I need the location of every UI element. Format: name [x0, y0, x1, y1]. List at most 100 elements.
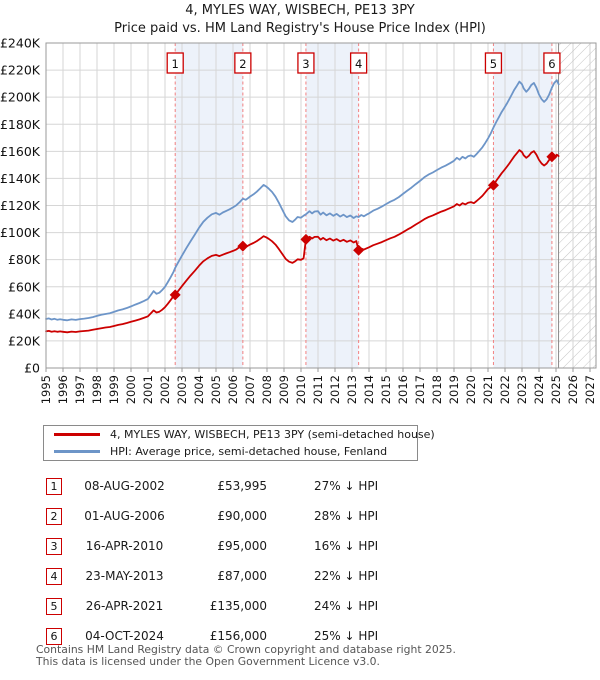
sale-marker-diamond [169, 289, 181, 301]
sale-marker-diamond [487, 179, 499, 191]
x-tick-label: 2006 [226, 375, 240, 404]
sale-event-flag [349, 52, 368, 74]
price-paid-line-swatch [54, 433, 100, 437]
y-tick-label: £180K [0, 117, 41, 132]
y-tick-label: £200K [0, 90, 41, 105]
sale-event-flag-number: 4 [355, 57, 362, 71]
y-tick-label: £40K [8, 306, 41, 321]
y-tick-label: £0 [24, 361, 40, 376]
sale-hpi-delta: 27% ↓ HPI [314, 479, 379, 493]
x-tick-label: 2026 [566, 375, 580, 404]
sale-price: £156,000 [209, 629, 267, 643]
sale-row: 3 16-APR-2010 £95,000 16% ↓ HPI [0, 531, 600, 561]
footer-line-1: Contains HM Land Registry data © Crown c… [36, 643, 456, 656]
plot-border [45, 42, 597, 369]
sale-date: 04-OCT-2024 [85, 629, 164, 643]
y-tick-label: £160K [0, 144, 41, 159]
sale-number-badge: 4 [46, 567, 62, 585]
y-tick-label: £240K [0, 36, 41, 51]
x-tick-label: 2010 [294, 375, 308, 404]
sale-event-flag [234, 52, 252, 74]
x-tick-label: 2023 [515, 375, 529, 404]
sale-hpi-delta: 24% ↓ HPI [314, 599, 379, 613]
x-tick-label: 1999 [107, 375, 121, 404]
sale-date: 01-AUG-2006 [84, 509, 165, 523]
x-tick-label: 2001 [141, 375, 155, 404]
sale-hpi-delta: 25% ↓ HPI [314, 629, 379, 643]
footer-line-2: This data is licensed under the Open Gov… [36, 654, 380, 668]
sale-date: 26-APR-2021 [85, 599, 164, 613]
x-tick-label: 2018 [430, 375, 444, 404]
legend-item-hpi: HPI: Average price, semi-detached house,… [50, 445, 411, 459]
x-tick-label: 2008 [260, 375, 274, 404]
sale-event-flag [297, 52, 315, 74]
sale-number-badge: 3 [46, 537, 62, 555]
x-tick-label: 2007 [243, 375, 257, 404]
sale-event-flag-number: 5 [490, 57, 497, 71]
sale-event-flag [484, 52, 503, 74]
sale-event-flag-number: 1 [172, 57, 179, 71]
x-tick-label: 2002 [158, 375, 172, 404]
x-tick-label: 2000 [124, 375, 138, 404]
sale-price: £53,995 [217, 479, 267, 493]
y-tick-label: £140K [0, 171, 41, 186]
x-tick-label: 2024 [532, 375, 546, 404]
y-tick-label: £80K [8, 252, 41, 267]
y-tick-label: £220K [0, 63, 41, 78]
sale-date: 16-APR-2010 [85, 539, 164, 553]
page-title: 4, MYLES WAY, WISBECH, PE13 3PY [185, 3, 415, 18]
legend-label-price-paid: 4, MYLES WAY, WISBECH, PE13 3PY (semi-de… [110, 428, 435, 442]
legend-item-price-paid: 4, MYLES WAY, WISBECH, PE13 3PY (semi-de… [50, 428, 435, 442]
x-tick-label: 2014 [362, 375, 376, 404]
sale-price: £95,000 [217, 539, 267, 553]
x-tick-label: 2009 [277, 375, 291, 404]
license-footer: Contains HM Land Registry data © Crown c… [36, 644, 456, 667]
x-tick-label: 2025 [549, 375, 563, 404]
x-tick-label: 2027 [583, 375, 597, 404]
x-tick-label: 1998 [90, 375, 104, 404]
x-tick-label: 2017 [413, 375, 427, 404]
sale-event-flag-number: 6 [548, 57, 555, 71]
price-history-chart: 1995 1996 1997 1998 1999 2000 2001 2002 2003 2004… [0, 36, 597, 405]
sale-row: 5 26-APR-2021 £135,000 24% ↓ HPI [0, 591, 600, 621]
sale-marker-diamond [300, 233, 312, 245]
page-subtitle: Price paid vs. HM Land Registry's House … [114, 21, 486, 36]
sale-number-badge: 6 [46, 627, 62, 645]
x-tick-label: 2021 [481, 375, 495, 404]
sale-number-badge: 2 [46, 507, 62, 525]
y-tick-label: £120K [0, 198, 41, 213]
y-tick-label: £100K [0, 225, 41, 240]
sale-hpi-delta: 28% ↓ HPI [314, 509, 379, 523]
y-tick-label: £20K [8, 333, 41, 348]
hpi-line-swatch [54, 449, 100, 453]
x-tick-label: 1996 [56, 375, 70, 404]
sale-number-badge: 5 [46, 597, 62, 615]
legend-label-hpi: HPI: Average price, semi-detached house,… [110, 444, 388, 458]
sale-date: 23-MAY-2013 [85, 569, 164, 583]
sale-event-flag-number: 2 [239, 57, 246, 71]
sale-row: 6 04-OCT-2024 £156,000 25% ↓ HPI [0, 621, 600, 651]
x-tick-label: 2015 [379, 375, 393, 404]
x-tick-label: 2022 [498, 375, 512, 404]
x-tick-label: 2019 [447, 375, 461, 404]
x-tick-label: 2016 [396, 375, 410, 404]
legend-box: 4, MYLES WAY, WISBECH, PE13 3PY (semi-de… [43, 425, 435, 461]
sale-event-flag [166, 52, 184, 74]
sale-price: £90,000 [217, 509, 267, 523]
x-tick-label: 2005 [209, 375, 223, 404]
sale-price: £87,000 [217, 569, 267, 583]
series-hpi [45, 79, 560, 322]
sale-row: 2 01-AUG-2006 £90,000 28% ↓ HPI [0, 501, 600, 531]
x-tick-label: 2013 [345, 375, 359, 404]
x-tick-label: 1997 [73, 375, 87, 404]
sale-event-flag-number: 3 [302, 57, 309, 71]
y-tick-label: £60K [8, 279, 41, 294]
sale-hpi-delta: 22% ↓ HPI [314, 569, 379, 583]
sale-date: 08-AUG-2002 [84, 479, 165, 493]
x-tick-label: 2011 [311, 375, 325, 404]
future-hatch-region [558, 43, 596, 368]
sale-marker-diamond [353, 244, 365, 256]
x-tick-label: 1995 [39, 375, 53, 404]
sale-number-badge: 1 [46, 477, 62, 495]
